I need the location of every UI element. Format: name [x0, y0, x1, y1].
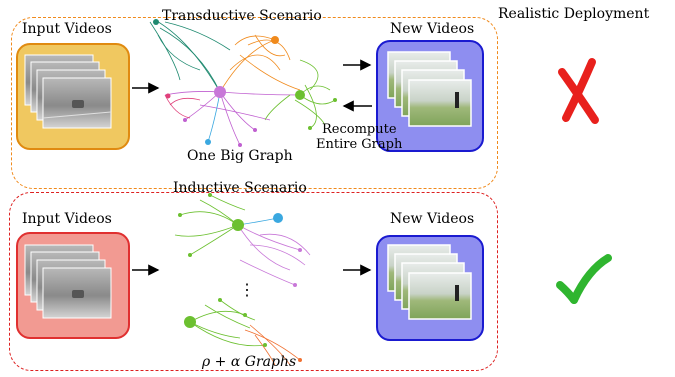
transductive-title: Transductive Scenario — [162, 8, 322, 24]
transductive-output-frames — [387, 51, 472, 127]
recompute-label-line1: Recompute — [322, 122, 397, 137]
realistic-deployment-label: Realistic Deployment — [498, 6, 650, 22]
transductive-input-label: Input Videos — [22, 21, 112, 37]
red-cross-icon — [558, 58, 599, 124]
inductive-output-label: New Videos — [390, 211, 475, 227]
inductive-input-frames — [24, 244, 112, 319]
inductive-ellipsis: ⋮ — [239, 280, 255, 299]
one-big-graph-label: One Big Graph — [187, 148, 293, 164]
inductive-input-label: Input Videos — [22, 211, 112, 227]
inductive-graph-bottom — [184, 298, 302, 366]
inductive-output-frames — [387, 244, 472, 320]
transductive-input-frames — [24, 54, 112, 129]
transductive-frame — [11, 17, 498, 189]
green-check-icon — [556, 254, 612, 304]
recompute-label-line2: Entire Graph — [316, 137, 403, 152]
inductive-title: Inductive Scenario — [173, 180, 307, 196]
inductive-graph-top — [174, 193, 311, 287]
inductive-frame — [9, 192, 498, 371]
one-big-graph — [149, 19, 337, 147]
graphs-count-label: ρ + α Graphs — [202, 354, 297, 370]
transductive-output-label: New Videos — [390, 21, 475, 37]
